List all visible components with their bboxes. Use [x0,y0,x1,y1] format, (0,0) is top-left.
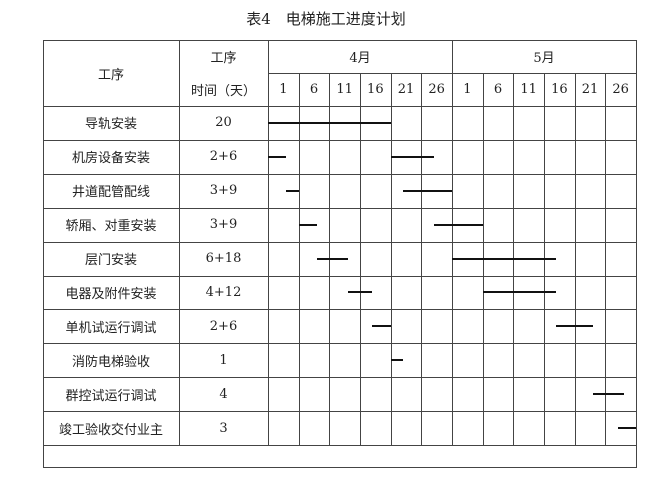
day-tick-label: 21 [397,82,415,97]
grid-line [43,40,44,467]
task-duration: 2+6 [209,318,238,334]
grid-line [299,73,300,445]
task-duration: 4+12 [205,284,242,300]
task-duration: 3 [219,420,228,436]
gantt-bar [390,359,403,361]
grid-line [43,445,637,446]
gantt-bar [347,291,373,293]
grid-line [452,40,453,445]
grid-line [575,73,576,445]
grid-line [43,140,637,141]
task-name: 层门安装 [84,253,137,269]
task-name: 电器及附件安装 [65,286,157,302]
day-tick-label: 26 [612,82,629,97]
gantt-bar [452,258,557,260]
gantt-bar [482,291,557,293]
duration-header-line1: 工序 [210,51,237,66]
task-name: 井道配管配线 [71,185,150,201]
grid-line [43,343,637,344]
gantt-bar [617,427,636,429]
grid-line [43,242,637,243]
grid-line [268,40,269,445]
task-duration: 20 [215,115,232,131]
task-name: 机房设备安装 [71,151,150,167]
grid-line [43,208,637,209]
grid-line [636,40,637,467]
task-name: 导轨安装 [84,117,137,133]
grid-line [43,411,637,412]
day-tick-label: 11 [520,82,537,97]
table-title: 表4 电梯施工进度计划 [246,10,406,28]
gantt-bar [402,190,452,192]
grid-line [605,73,606,445]
task-duration: 1 [219,352,228,368]
grid-line [43,309,637,310]
grid-line [43,174,637,175]
task-duration: 4 [219,386,228,402]
day-tick-label: 21 [581,82,599,97]
task-name: 单机试运行调试 [65,320,157,336]
gantt-bar [268,156,287,158]
grid-line [43,40,637,41]
task-duration: 2+6 [209,149,238,165]
duration-header-line2: 时间（天） [190,84,256,99]
grid-line [391,73,392,445]
day-tick-label: 16 [367,82,384,97]
task-duration: 3+9 [209,217,238,233]
process-header: 工序 [97,67,124,83]
gantt-bar [556,325,594,327]
gantt-bar [268,122,391,124]
gantt-bar [372,325,391,327]
grid-line [421,73,422,445]
day-tick-label: 6 [309,82,319,97]
day-tick-label: 1 [279,82,288,97]
grid-line [43,377,637,378]
grid-line [43,276,637,277]
month-header: 4月 [349,51,371,66]
gantt-bar [390,156,434,158]
task-duration: 3+9 [209,183,238,199]
grid-line [179,40,180,445]
grid-line [43,467,637,468]
day-tick-label: 16 [551,82,568,97]
grid-line [360,73,361,445]
gantt-bar [298,224,318,226]
day-tick-label: 6 [493,82,503,97]
task-name: 轿厢、对重安装 [65,219,157,235]
month-header: 5月 [533,51,555,66]
gantt-bar [317,258,348,260]
task-name: 群控试运行调试 [65,388,157,404]
grid-line [43,106,637,107]
gantt-bar [433,224,483,226]
task-duration: 6+18 [205,251,242,267]
task-name: 消防电梯验收 [71,354,150,370]
gantt-bar [593,393,624,395]
day-tick-label: 26 [428,82,445,97]
day-tick-label: 1 [463,82,472,97]
task-name: 竣工验收交付业主 [58,422,163,438]
day-tick-label: 11 [336,82,353,97]
gantt-bar [286,190,299,192]
